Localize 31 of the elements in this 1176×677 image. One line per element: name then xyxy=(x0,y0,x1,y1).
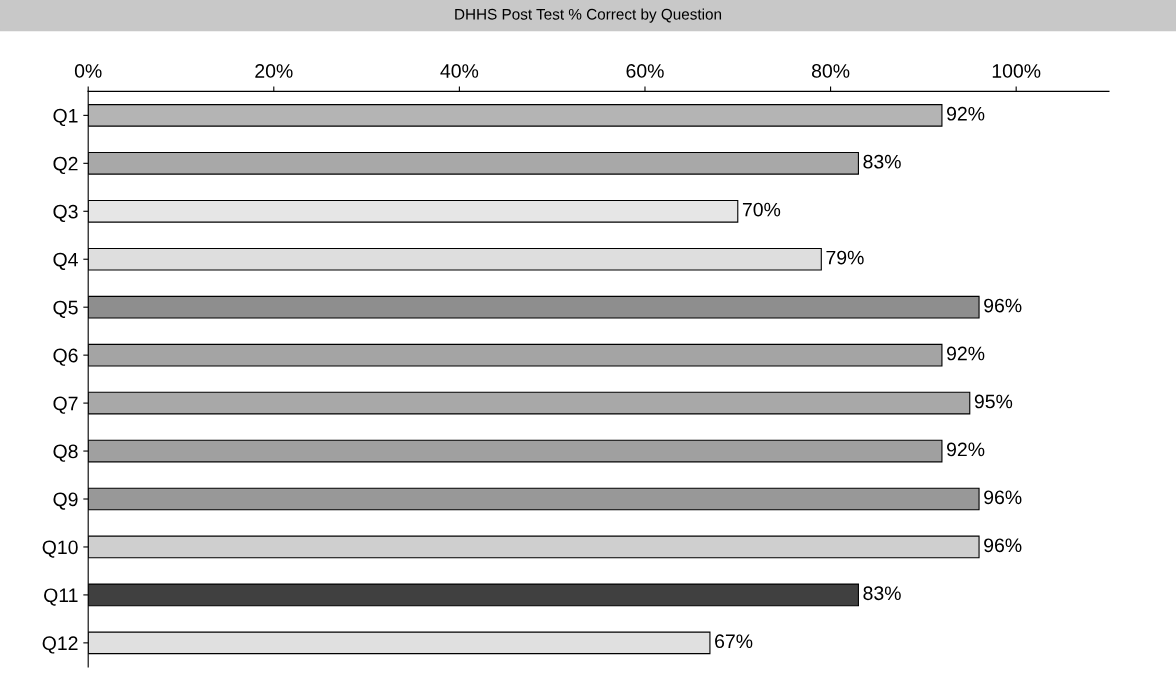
data-label: 96% xyxy=(984,490,1022,505)
x-tick-label: 60% xyxy=(626,64,664,78)
y-tick-label: Q9 xyxy=(53,492,78,510)
y-tick-label: Q6 xyxy=(53,348,78,366)
data-label: 83% xyxy=(863,586,901,601)
y-tick-label: Q11 xyxy=(44,588,78,606)
data-label: 83% xyxy=(863,154,901,169)
data-label: 92% xyxy=(947,346,985,361)
data-label: 96% xyxy=(984,298,1022,313)
y-tick-label: Q1 xyxy=(53,108,78,127)
x-tick-label: 0% xyxy=(74,64,102,78)
y-tick-label: Q8 xyxy=(53,444,78,462)
y-tick-label: Q7 xyxy=(53,396,78,414)
data-label: 70% xyxy=(742,202,781,217)
chart-title: DHHS Post Test % Correct by Question xyxy=(455,8,722,23)
data-label: 67% xyxy=(715,634,753,649)
data-label: 95% xyxy=(974,394,1013,409)
y-tick-label: Q3 xyxy=(53,204,78,222)
y-tick-label: Q4 xyxy=(53,252,78,270)
y-tick-label: Q12 xyxy=(42,636,78,654)
data-label: 92% xyxy=(947,442,985,457)
x-tick-label: 100% xyxy=(992,64,1041,78)
y-tick-label: Q5 xyxy=(53,300,78,318)
x-tick-label: 40% xyxy=(440,64,479,78)
y-tick-label: Q2 xyxy=(53,156,78,175)
data-label: 92% xyxy=(947,106,985,121)
x-tick-label: 20% xyxy=(255,64,293,78)
x-tick-label: 80% xyxy=(811,64,850,78)
data-label: 79% xyxy=(826,250,864,265)
y-tick-label: Q10 xyxy=(42,540,78,558)
data-label: 96% xyxy=(984,538,1022,553)
